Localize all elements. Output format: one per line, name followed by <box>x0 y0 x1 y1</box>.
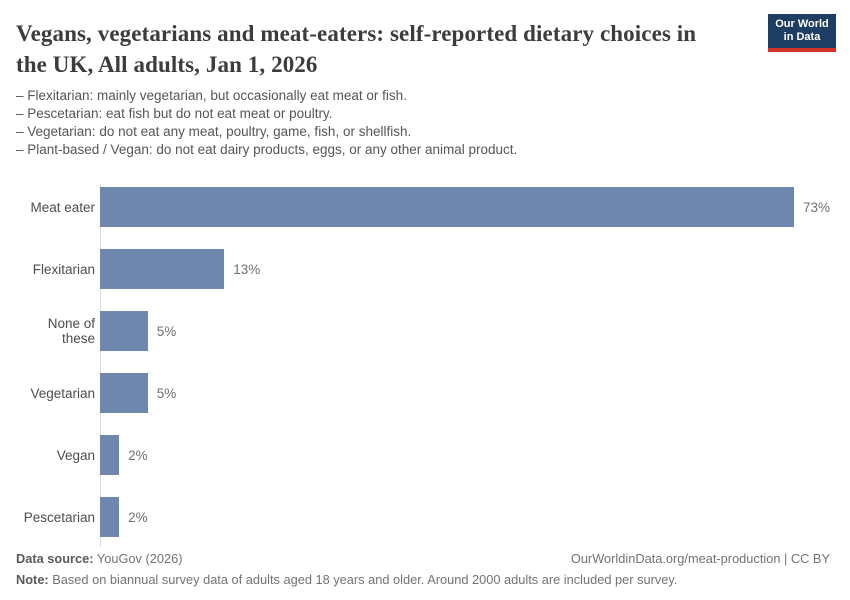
category-label: Meat eater <box>30 199 95 215</box>
owid-logo[interactable]: Our World in Data <box>768 14 836 52</box>
data-source: Data source: YouGov (2026) <box>16 550 182 567</box>
bar-none-of-these[interactable] <box>100 311 148 351</box>
value-label: 5% <box>156 323 177 339</box>
bar-meat-eater[interactable] <box>100 187 794 227</box>
data-source-label: Data source: <box>16 551 94 566</box>
chart-title-line-1: Vegans, vegetarians and meat-eaters: sel… <box>16 21 697 46</box>
bar-pescetarian[interactable] <box>100 497 120 537</box>
bar-track: 5% <box>100 373 830 413</box>
category-label: Pescetarian <box>23 509 95 525</box>
bar-track: 2% <box>100 497 830 537</box>
chart-title: Vegans, vegetarians and meat-eaters: sel… <box>16 18 756 80</box>
bar-track: 73% <box>100 187 830 227</box>
bar-vegan[interactable] <box>100 435 120 475</box>
value-label: 2% <box>128 447 148 463</box>
bar-track: 5% <box>100 311 830 351</box>
category-label: Vegetarian <box>30 385 95 401</box>
chart-footer: Data source: YouGov (2026) OurWorldinDat… <box>16 550 830 588</box>
y-axis-line <box>100 184 101 547</box>
category-label: Flexitarian <box>32 261 95 277</box>
bar-row-pescetarian: Pescetarian 2% <box>16 486 830 548</box>
origin-url-link[interactable]: OurWorldinData.org/meat-production | CC … <box>570 551 830 566</box>
category-label: None of these <box>47 316 95 346</box>
note-value: Based on biannual survey data of adults … <box>48 572 678 587</box>
value-label: 73% <box>802 199 830 215</box>
owid-logo-line-1: Our World <box>775 18 829 30</box>
bar-row-meat-eater: Meat eater 73% <box>16 176 830 238</box>
value-label: 5% <box>156 385 177 401</box>
subtitle-line-pescetarian: – Pescetarian: eat fish but do not eat m… <box>16 106 333 121</box>
subtitle-line-vegan: – Plant-based / Vegan: do not eat dairy … <box>16 142 518 157</box>
category-label: Vegan <box>56 447 95 463</box>
chart-subtitle: – Flexitarian: mainly vegetarian, but oc… <box>16 87 830 159</box>
bar-track: 13% <box>100 249 830 289</box>
bar-track: 2% <box>100 435 830 475</box>
subtitle-line-flexitarian: – Flexitarian: mainly vegetarian, but oc… <box>16 88 407 103</box>
value-label: 13% <box>233 261 261 277</box>
data-source-value: YouGov (2026) <box>93 551 183 566</box>
bar-row-vegetarian: Vegetarian 5% <box>16 362 830 424</box>
note-label: Note: <box>16 572 49 587</box>
bar-vegetarian[interactable] <box>100 373 148 413</box>
bar-row-none-of-these: None of these 5% <box>16 300 830 362</box>
owid-logo-line-2: in Data <box>783 31 821 43</box>
subtitle-line-vegetarian: – Vegetarian: do not eat any meat, poult… <box>16 124 412 139</box>
value-label: 2% <box>128 509 148 525</box>
bar-flexitarian[interactable] <box>100 249 225 289</box>
chart-header: Vegans, vegetarians and meat-eaters: sel… <box>16 14 836 159</box>
chart-title-line-2: the UK, All adults, Jan 1, 2026 <box>16 52 318 77</box>
bar-chart: Meat eater 73% Flexitarian 13% None of t… <box>16 176 830 548</box>
bar-row-vegan: Vegan 2% <box>16 424 830 486</box>
bar-row-flexitarian: Flexitarian 13% <box>16 238 830 300</box>
